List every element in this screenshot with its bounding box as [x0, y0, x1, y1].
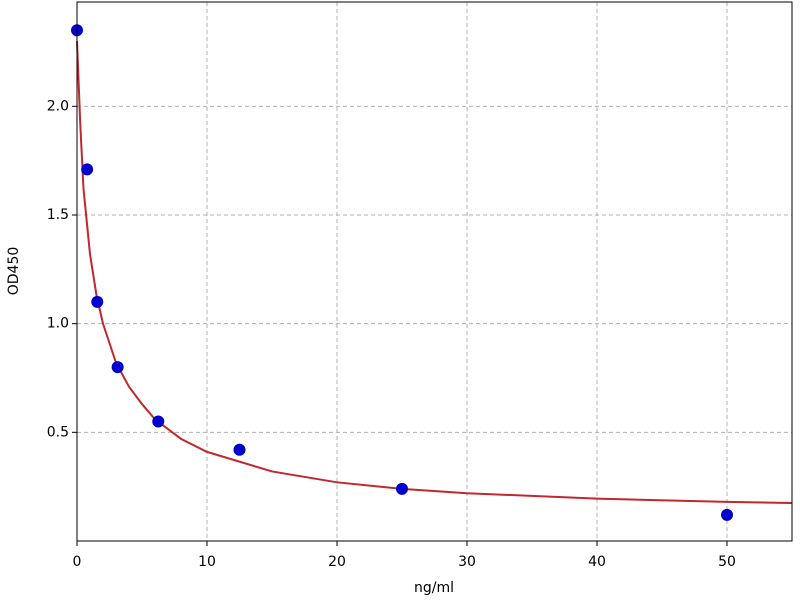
y-tick-label: 2.0	[47, 98, 69, 114]
x-tick-label: 20	[328, 554, 346, 570]
x-axis-label: ng/ml	[414, 580, 454, 596]
plot-frame	[76, 1, 793, 542]
y-tick-label: 0.5	[47, 424, 69, 440]
x-tick-label: 0	[73, 554, 82, 570]
x-tick-label: 40	[588, 554, 606, 570]
x-tick-label: 50	[718, 554, 736, 570]
data-point	[721, 508, 733, 521]
y-axis-label: OD450	[6, 247, 22, 296]
data-point	[233, 443, 246, 456]
data-point	[111, 361, 124, 374]
data-point	[396, 482, 408, 495]
x-tick-label: 10	[198, 554, 216, 570]
data-point	[91, 295, 104, 308]
data-point	[152, 415, 165, 428]
y-tick-label: 1.5	[47, 207, 69, 223]
data-point	[81, 163, 94, 176]
y-tick-label: 1.0	[47, 316, 69, 332]
x-tick-label: 30	[458, 554, 476, 570]
fit-curve	[76, 41, 793, 504]
